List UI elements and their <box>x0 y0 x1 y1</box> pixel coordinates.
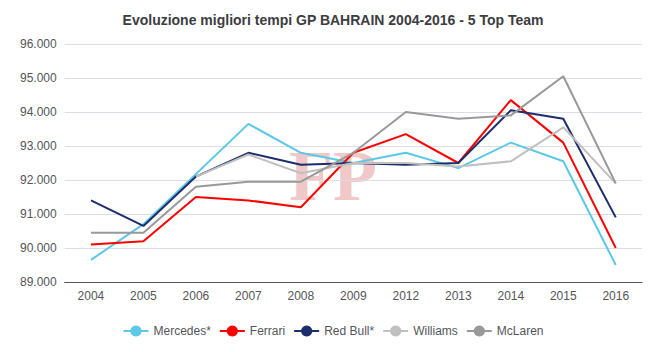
svg-text:89.000: 89.000 <box>20 275 57 289</box>
svg-text:2016: 2016 <box>602 289 629 303</box>
svg-text:FP: FP <box>289 136 377 216</box>
svg-text:92.000: 92.000 <box>20 173 57 187</box>
svg-text:2008: 2008 <box>288 289 315 303</box>
svg-text:91.000: 91.000 <box>20 207 57 221</box>
svg-text:Red Bull*: Red Bull* <box>324 324 374 338</box>
svg-text:95.000: 95.000 <box>20 71 57 85</box>
svg-text:Mercedes*: Mercedes* <box>153 324 211 338</box>
svg-text:Evoluzione migliori tempi GP B: Evoluzione migliori tempi GP BAHRAIN 200… <box>123 12 544 28</box>
svg-text:2006: 2006 <box>183 289 210 303</box>
svg-text:2014: 2014 <box>497 289 524 303</box>
svg-text:2013: 2013 <box>445 289 472 303</box>
svg-text:Ferrari: Ferrari <box>250 324 285 338</box>
svg-text:2015: 2015 <box>550 289 577 303</box>
svg-text:96.000: 96.000 <box>20 37 57 51</box>
svg-text:2007: 2007 <box>235 289 262 303</box>
svg-text:Williams: Williams <box>413 324 458 338</box>
svg-text:2009: 2009 <box>340 289 367 303</box>
svg-text:2004: 2004 <box>78 289 105 303</box>
svg-text:McLaren: McLaren <box>497 324 544 338</box>
svg-text:90.000: 90.000 <box>20 241 57 255</box>
svg-text:93.000: 93.000 <box>20 139 57 153</box>
svg-text:2005: 2005 <box>130 289 157 303</box>
svg-text:94.000: 94.000 <box>20 105 57 119</box>
svg-text:2012: 2012 <box>392 289 419 303</box>
